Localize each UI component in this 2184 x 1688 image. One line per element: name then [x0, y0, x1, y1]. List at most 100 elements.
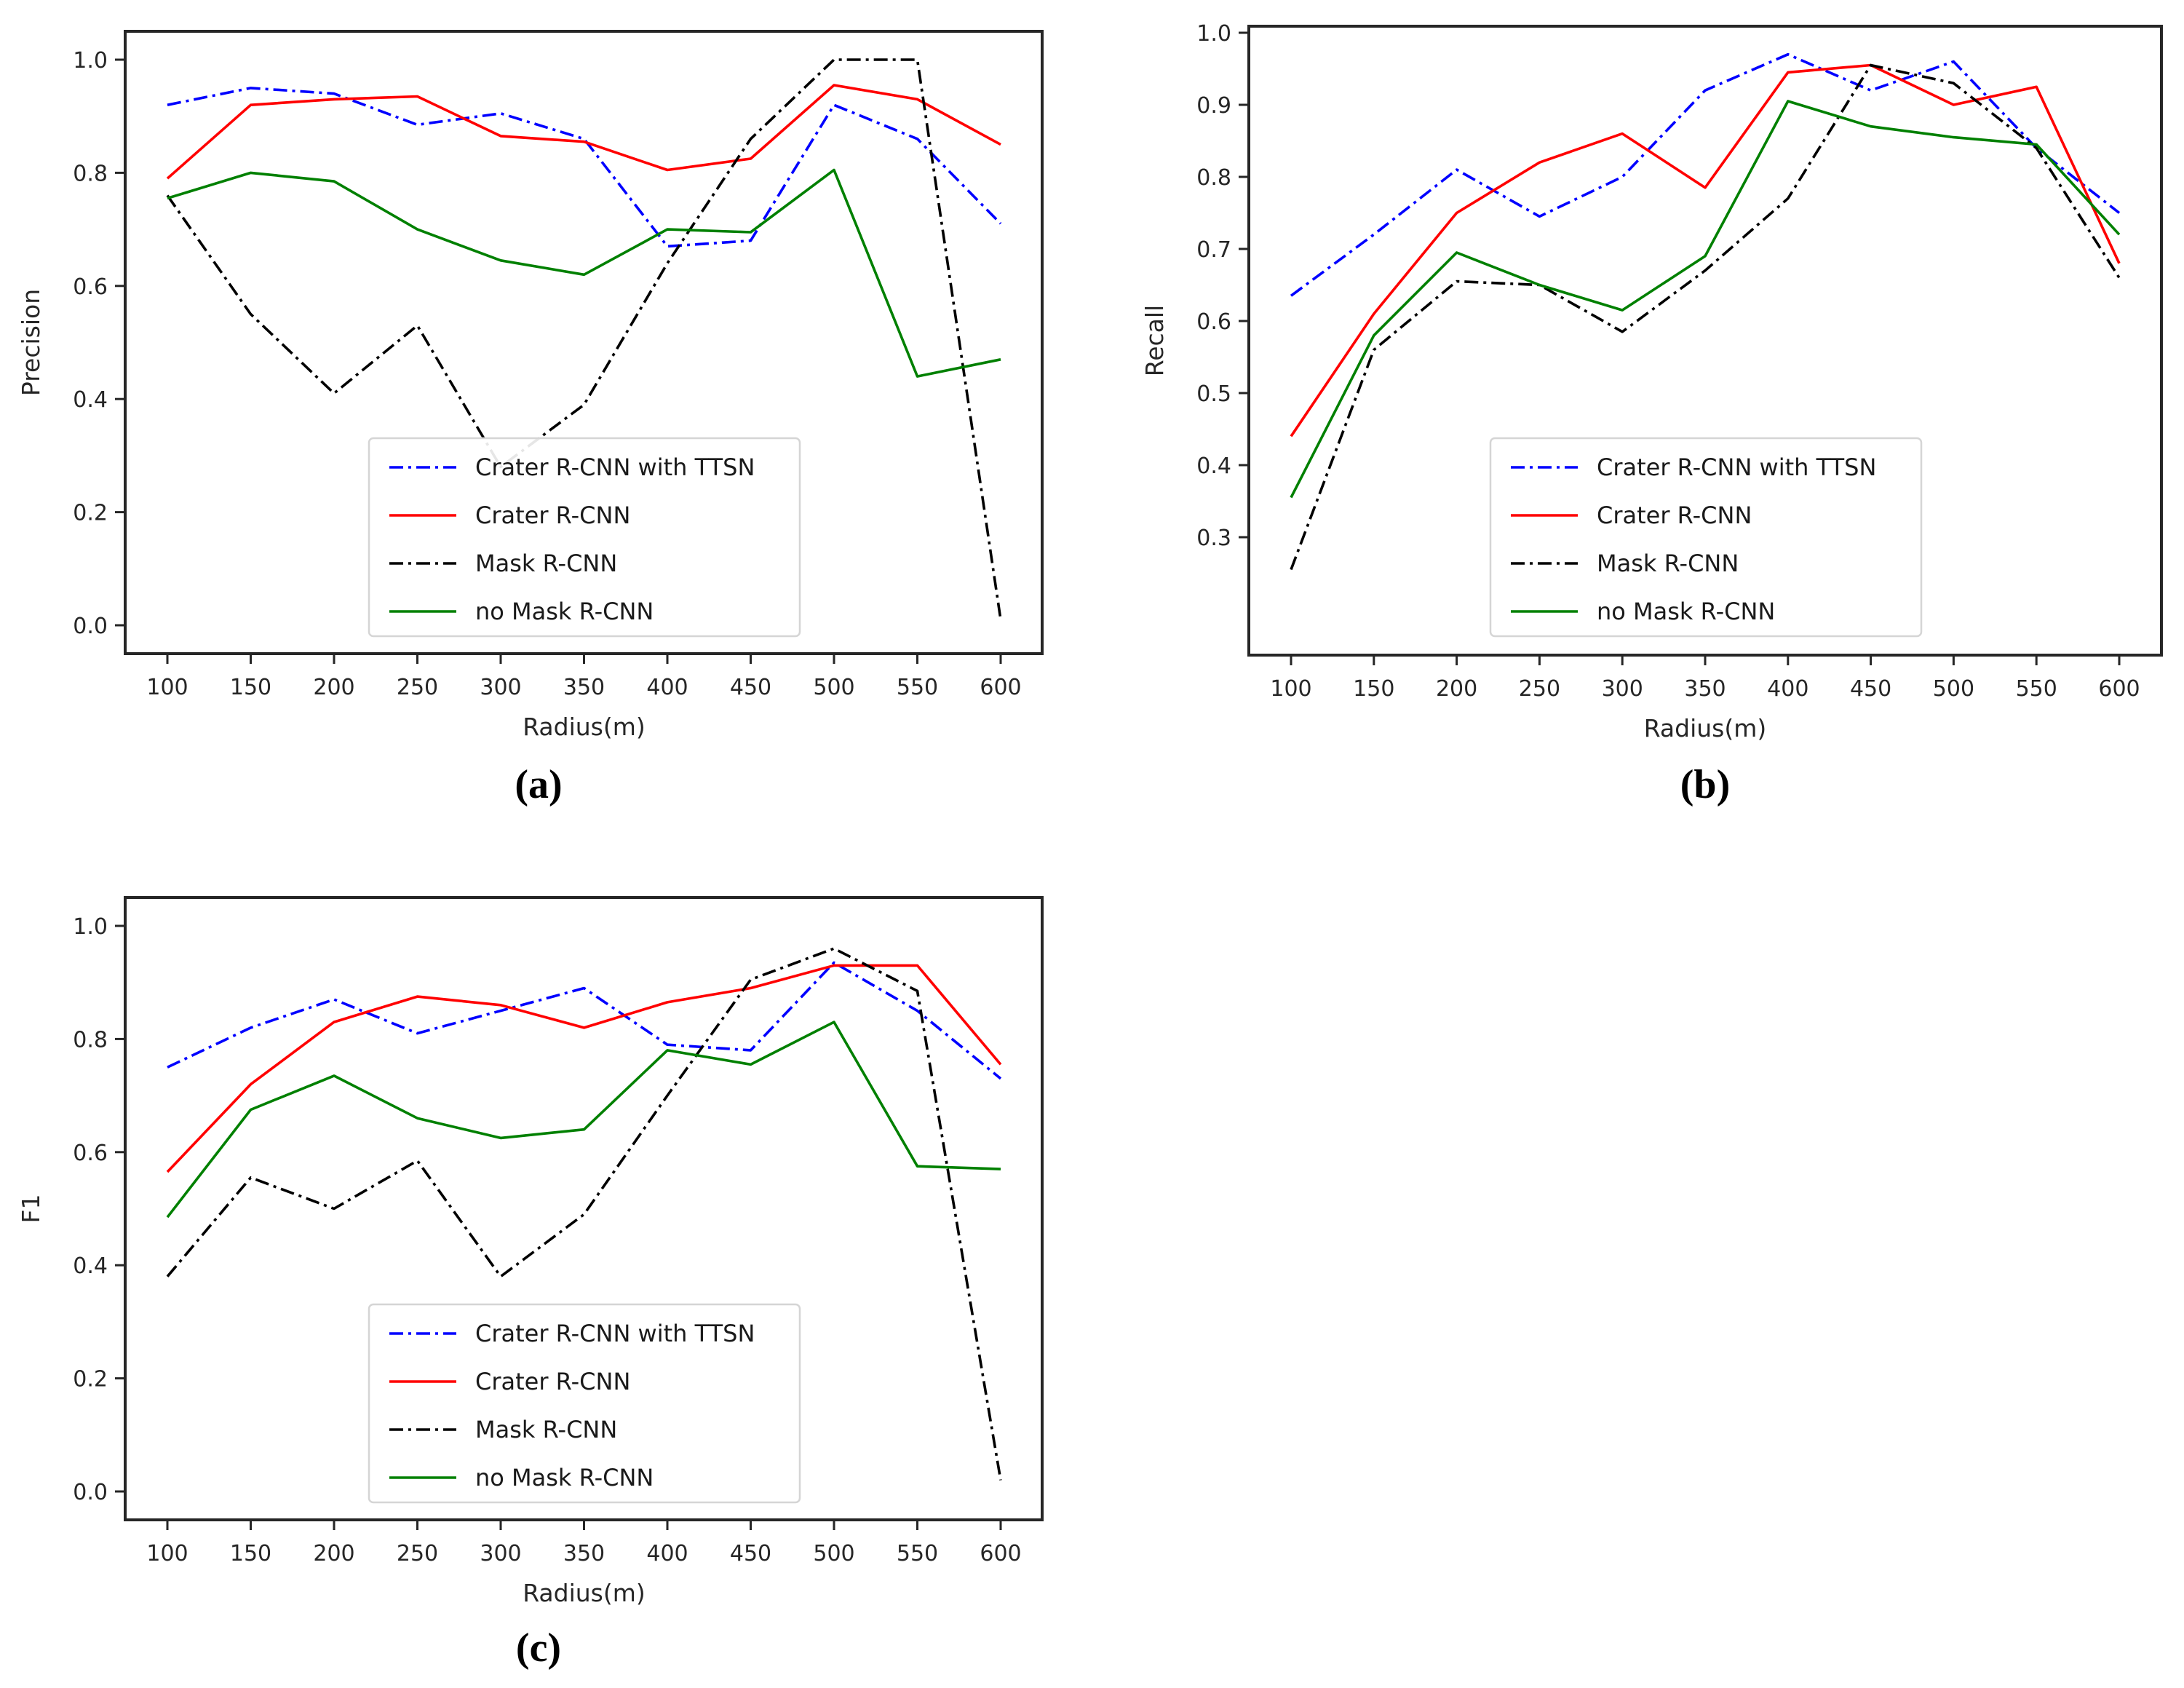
plot-border-a [124, 30, 1044, 655]
x-tick-label: 300 [480, 675, 521, 700]
series-crater-r-cnn-with-ttsn [167, 961, 1002, 1080]
y-axis-b: 0.3 0.4 0.5 0.6 0.7 0.8 0.9 1.0 [1196, 21, 1249, 551]
y-axis-c: 0.0 0.2 0.4 0.6 0.8 1.0 [73, 914, 125, 1505]
series-crater-r-cnn [166, 84, 1001, 180]
y-tick-label: 0.0 [73, 1480, 108, 1505]
y-tick-label: 0.7 [1196, 237, 1231, 263]
x-tick-label: 350 [1684, 676, 1726, 702]
series-no-mask-r-cnn [1290, 100, 2121, 499]
x-tick-label: 350 [563, 1541, 605, 1566]
x-tick-label: 550 [897, 1541, 938, 1566]
legend-label-crater-r-cnn: Crater R-CNN [475, 1368, 630, 1395]
y-tick-label: 0.2 [73, 1367, 108, 1392]
series-mask-r-cnn [166, 947, 1002, 1481]
legend-label-mask-r-cnn: Mask R-CNN [475, 550, 617, 577]
y-axis-title-b: Recall [1140, 305, 1169, 376]
y-tick-label: 1.0 [1196, 21, 1231, 47]
x-axis-c: 100 150 200 250 300 350 400 450 500 550 600 [146, 1520, 1022, 1566]
x-tick-label: 500 [1933, 676, 1974, 702]
series-crater-r-cnn-with-ttsn [167, 87, 1002, 248]
y-tick-label: 1.0 [73, 914, 108, 940]
y-tick-label: 0.4 [1196, 453, 1231, 479]
series-mask-r-cnn [1290, 63, 2121, 571]
y-tick-label: 0.2 [73, 501, 108, 526]
x-tick-label: 300 [480, 1541, 521, 1566]
x-tick-label: 200 [313, 1541, 354, 1566]
series-crater-r-cnn [166, 964, 1002, 1173]
legend-box [1489, 437, 1923, 638]
y-tick-label: 0.6 [1196, 309, 1231, 335]
x-tick-label: 200 [313, 675, 354, 700]
legend-box [368, 1303, 801, 1504]
series-no-mask-r-cnn [167, 168, 1001, 378]
x-tick-label: 250 [397, 1541, 438, 1566]
x-tick-label: 150 [230, 675, 271, 700]
x-tick-label: 500 [813, 1541, 854, 1566]
caption-a: (a) [515, 762, 563, 807]
x-tick-label: 100 [146, 675, 188, 700]
x-tick-label: 400 [646, 675, 688, 700]
legend-b: Crater R-CNN with TTSN Crater R-CNN Mask R… [1489, 437, 1923, 638]
chart-b: 100 150 200 250 300 350 400 450 500 550 6000.30.40… [1140, 21, 2163, 742]
caption-b: (b) [1680, 762, 1731, 807]
x-tick-label: 600 [980, 1541, 1021, 1566]
x-axis-a: 100 150 200 250 300 350 400 450 500 550 600 [146, 654, 1022, 700]
y-axis-a: 0.0 0.2 0.4 0.6 0.8 1.0 [73, 48, 125, 639]
legend-label-crater-r-cnn: Crater R-CNN [475, 502, 630, 529]
x-tick-label: 100 [1270, 676, 1311, 702]
x-tick-label: 450 [730, 675, 771, 700]
caption-c: (c) [515, 1625, 562, 1671]
series-crater-r-cnn [1290, 63, 2121, 437]
y-tick-label: 0.4 [73, 1253, 108, 1279]
x-tick-label: 250 [397, 675, 438, 700]
y-tick-label: 1.0 [73, 48, 108, 74]
x-tick-label: 350 [563, 675, 605, 700]
legend-a: Crater R-CNN with TTSN Crater R-CNN Mask R… [368, 437, 801, 638]
y-tick-label: 0.0 [73, 614, 108, 639]
y-tick-label: 0.9 [1196, 93, 1231, 119]
y-tick-label: 0.4 [73, 387, 108, 413]
x-tick-label: 550 [2016, 676, 2057, 702]
x-tick-label: 300 [1602, 676, 1643, 702]
series-mask-r-cnn [166, 58, 1002, 620]
y-axis-title-c: F1 [17, 1194, 45, 1224]
x-tick-label: 400 [1767, 676, 1808, 702]
legend-box [368, 437, 801, 638]
x-tick-label: 450 [1850, 676, 1891, 702]
y-axis-title-a: Precision [17, 289, 45, 396]
chart-a: 100 150 200 250 300 350 400 450 500 550 6000.00.20… [17, 30, 1044, 741]
x-axis-b: 100 150 200 250 300 350 400 450 500 550 600 [1270, 655, 2140, 702]
x-tick-label: 500 [813, 675, 854, 700]
y-tick-label: 0.6 [73, 1141, 108, 1166]
x-axis-title-c: Radius(m) [523, 1579, 646, 1607]
legend-label-crater-r-cnn-with-ttsn: Crater R-CNN with TTSN [475, 1320, 755, 1347]
y-tick-label: 0.8 [73, 161, 108, 186]
y-tick-label: 0.8 [73, 1027, 108, 1053]
legend-label-mask-r-cnn: Mask R-CNN [475, 1416, 617, 1443]
legend-label-crater-r-cnn: Crater R-CNN [1597, 502, 1752, 529]
series-no-mask-r-cnn [166, 1021, 1001, 1219]
x-axis-title-a: Radius(m) [523, 713, 646, 741]
plot-border-b [1247, 25, 2163, 657]
legend-label-no-mask-r-cnn: no Mask R-CNN [1597, 598, 1775, 625]
x-tick-label: 400 [646, 1541, 688, 1566]
x-tick-label: 100 [146, 1541, 188, 1566]
x-tick-label: 200 [1436, 676, 1477, 702]
legend-label-no-mask-r-cnn: no Mask R-CNN [475, 598, 654, 625]
y-tick-label: 0.5 [1196, 381, 1231, 407]
x-tick-label: 550 [897, 675, 938, 700]
x-axis-title-b: Radius(m) [1644, 714, 1767, 742]
x-tick-label: 150 [230, 1541, 271, 1566]
y-tick-label: 0.6 [73, 274, 108, 300]
chart-c: 100 150 200 250 300 350 400 450 500 550 6000.00.20… [17, 896, 1044, 1607]
y-tick-label: 0.8 [1196, 165, 1231, 191]
x-tick-label: 450 [730, 1541, 771, 1566]
y-tick-label: 0.3 [1196, 526, 1231, 551]
legend-label-crater-r-cnn-with-ttsn: Crater R-CNN with TTSN [475, 453, 755, 481]
legend-c: Crater R-CNN with TTSN Crater R-CNN Mask R… [368, 1303, 801, 1504]
legend-label-crater-r-cnn-with-ttsn: Crater R-CNN with TTSN [1597, 453, 1876, 481]
plot-border-c [124, 896, 1044, 1521]
series-crater-r-cnn-with-ttsn [1290, 52, 2121, 297]
